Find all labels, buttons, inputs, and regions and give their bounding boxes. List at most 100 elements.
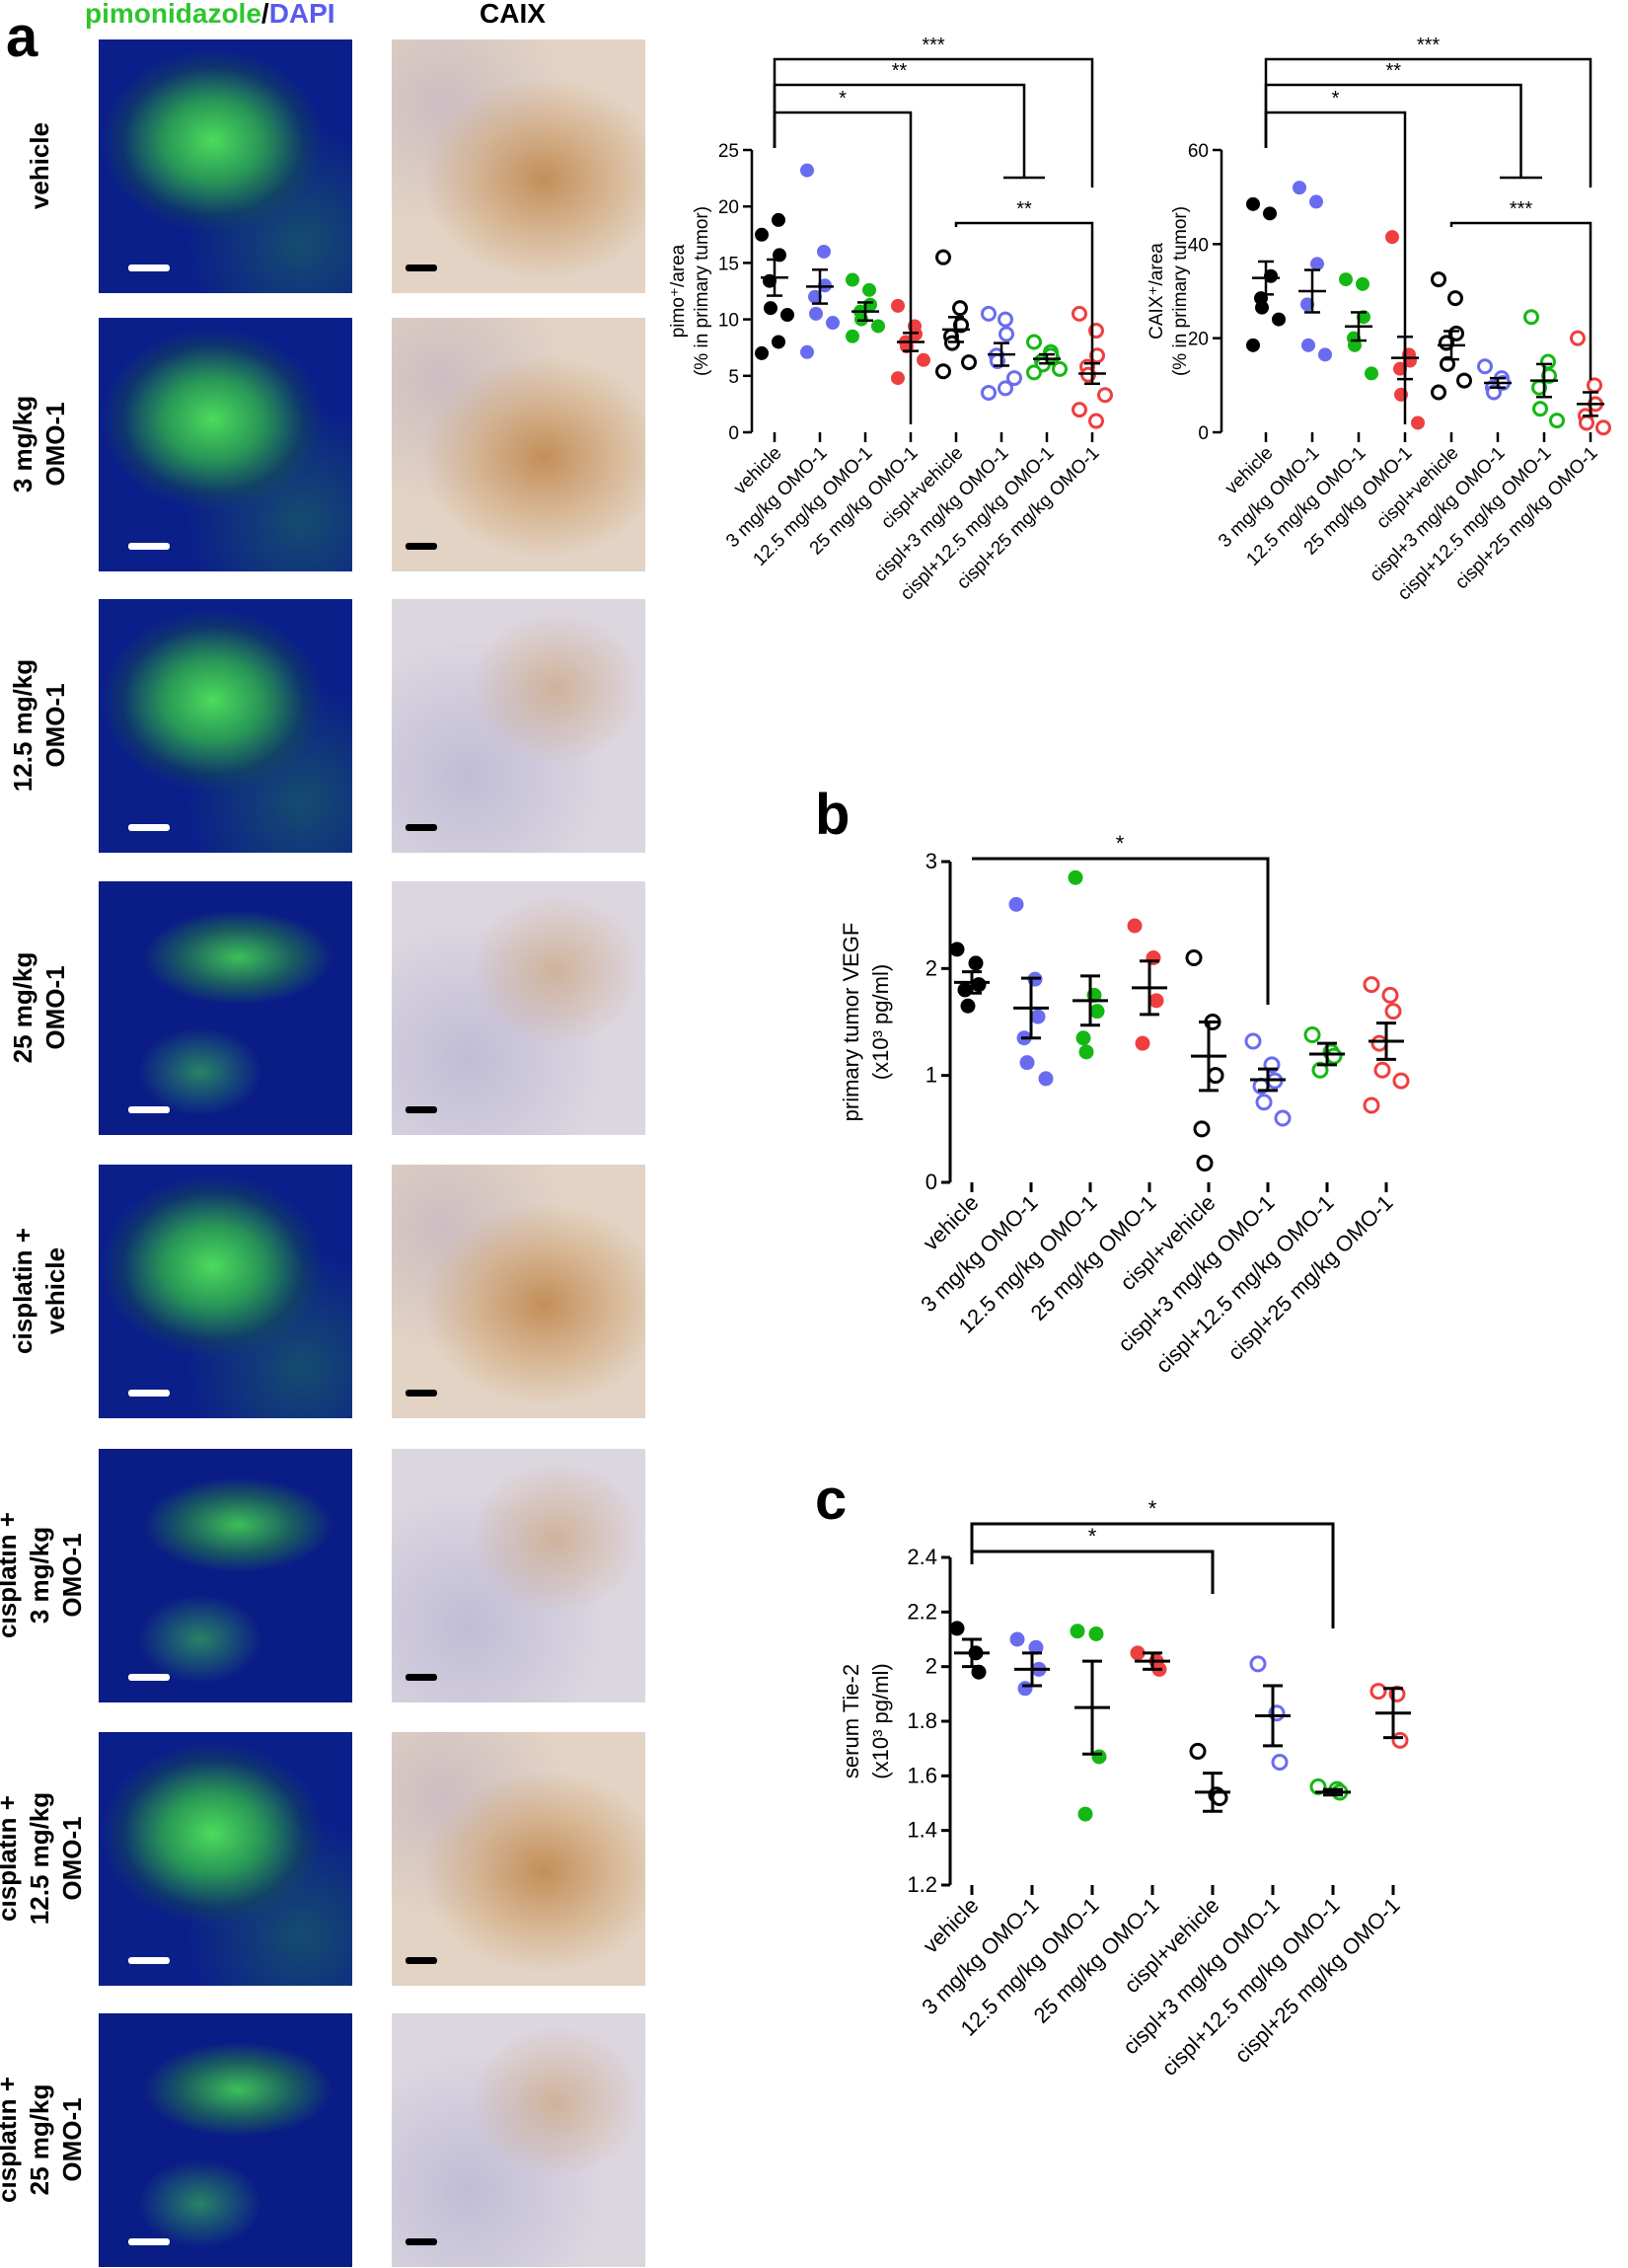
- data-point: [1373, 1061, 1391, 1079]
- row-label-line: OMO-1: [40, 402, 70, 487]
- data-point: [809, 306, 823, 321]
- data-point: [1274, 1109, 1292, 1127]
- row-label-2: 3 mg/kg OMO-1: [0, 316, 99, 572]
- scale-bar: [128, 265, 170, 271]
- y-axis-label: CAIX⁺/area: [1147, 243, 1167, 340]
- data-point: [1030, 1009, 1046, 1024]
- y-tick-label: 3: [925, 849, 937, 873]
- significance-label: *: [1148, 1496, 1157, 1521]
- data-point: [1207, 1067, 1224, 1085]
- significance-label: **: [1016, 198, 1032, 220]
- y-tick-label: 2: [925, 1654, 937, 1679]
- data-point: [949, 942, 965, 957]
- significance-label: ***: [1510, 198, 1533, 220]
- significance-bracket: [1449, 221, 1592, 380]
- data-point: [1300, 297, 1314, 312]
- scale-bar: [128, 1106, 170, 1113]
- data-point: [1189, 1742, 1207, 1760]
- y-tick-label: 5: [728, 367, 739, 388]
- data-point: [772, 335, 785, 349]
- caix-ihc-image: [392, 39, 645, 293]
- data-point: [1068, 869, 1083, 885]
- data-point: [1369, 1683, 1387, 1701]
- y-tick-label: 2.4: [907, 1545, 937, 1569]
- data-point: [1017, 1681, 1033, 1697]
- data-point: [826, 316, 840, 331]
- data-point: [1381, 986, 1399, 1004]
- caix-ihc-image: [392, 318, 645, 571]
- data-point: [846, 329, 859, 343]
- data-point: [1391, 1731, 1409, 1749]
- data-point: [999, 326, 1014, 342]
- pimonidazole-label: pimonidazole: [85, 0, 261, 29]
- data-point: [1246, 338, 1260, 352]
- significance-label: *: [1332, 88, 1340, 110]
- pimonidazole-dapi-image: [99, 318, 352, 571]
- y-tick-label: 1.4: [907, 1818, 937, 1843]
- data-point: [764, 301, 777, 316]
- data-point: [862, 282, 876, 297]
- y-axis-label: (x10³ pg/ml): [868, 1663, 893, 1778]
- panel-label-b: b: [815, 783, 851, 847]
- data-point: [800, 344, 814, 359]
- data-point: [1249, 1655, 1267, 1673]
- data-point: [1303, 1026, 1321, 1043]
- y-tick-label: 0: [1198, 423, 1209, 444]
- column-header-fluorescence: pimonidazole/DAPI: [85, 0, 335, 30]
- y-tick-label: 2.2: [907, 1599, 937, 1624]
- data-point: [1587, 377, 1602, 394]
- data-point: [1019, 1055, 1035, 1071]
- significance-bracket: [773, 111, 913, 424]
- scale-bar: [406, 1390, 437, 1397]
- data-point: [1431, 384, 1446, 401]
- pimonidazole-dapi-image: [99, 881, 352, 1135]
- y-tick-label: 1.8: [907, 1708, 937, 1733]
- data-point: [1264, 268, 1278, 283]
- data-point: [1255, 300, 1269, 315]
- pimonidazole-dapi-image: [99, 1732, 352, 1986]
- row-label-line: 12.5 mg/kg: [24, 1791, 54, 1926]
- data-point: [772, 212, 785, 227]
- data-point: [1008, 896, 1024, 912]
- data-point: [891, 298, 905, 313]
- data-point: [780, 308, 794, 323]
- data-point: [1365, 366, 1378, 381]
- caix-ihc-image: [392, 599, 645, 853]
- data-point: [1293, 181, 1306, 195]
- data-point: [1088, 413, 1104, 429]
- slash-label: /: [260, 0, 269, 29]
- data-point: [891, 371, 905, 386]
- significance-label: *: [839, 88, 847, 110]
- row-label-line: cisplatin +: [0, 1795, 22, 1922]
- y-axis-label: pimo⁺/area: [668, 244, 689, 338]
- data-point: [1595, 419, 1611, 436]
- row-label-line: OMO-1: [40, 683, 70, 768]
- data-point: [1541, 367, 1557, 384]
- y-tick-label: 20: [1188, 330, 1209, 350]
- row-label-3: 12.5 mg/kg OMO-1: [0, 597, 99, 854]
- data-point: [968, 955, 984, 971]
- scale-bar: [406, 2238, 437, 2245]
- data-point: [1255, 1094, 1273, 1111]
- data-point: [1026, 364, 1042, 381]
- data-point: [1549, 413, 1565, 429]
- data-point: [1088, 1625, 1104, 1641]
- row-label-1: vehicle: [0, 38, 99, 294]
- data-point: [917, 352, 930, 367]
- row-label-line: OMO-1: [56, 2097, 87, 2182]
- data-point: [1384, 1003, 1402, 1021]
- y-tick-label: 10: [718, 311, 739, 332]
- pimonidazole-dapi-image: [99, 39, 352, 293]
- row-label-line: OMO-1: [56, 1816, 87, 1901]
- data-point: [1272, 312, 1286, 327]
- scale-bar: [406, 1957, 437, 1964]
- column-header-caix: CAIX: [480, 0, 546, 29]
- row-label-line: 25 mg/kg: [8, 951, 37, 1064]
- data-point: [1089, 1004, 1105, 1020]
- data-point: [1006, 370, 1022, 387]
- data-point: [1070, 1624, 1085, 1639]
